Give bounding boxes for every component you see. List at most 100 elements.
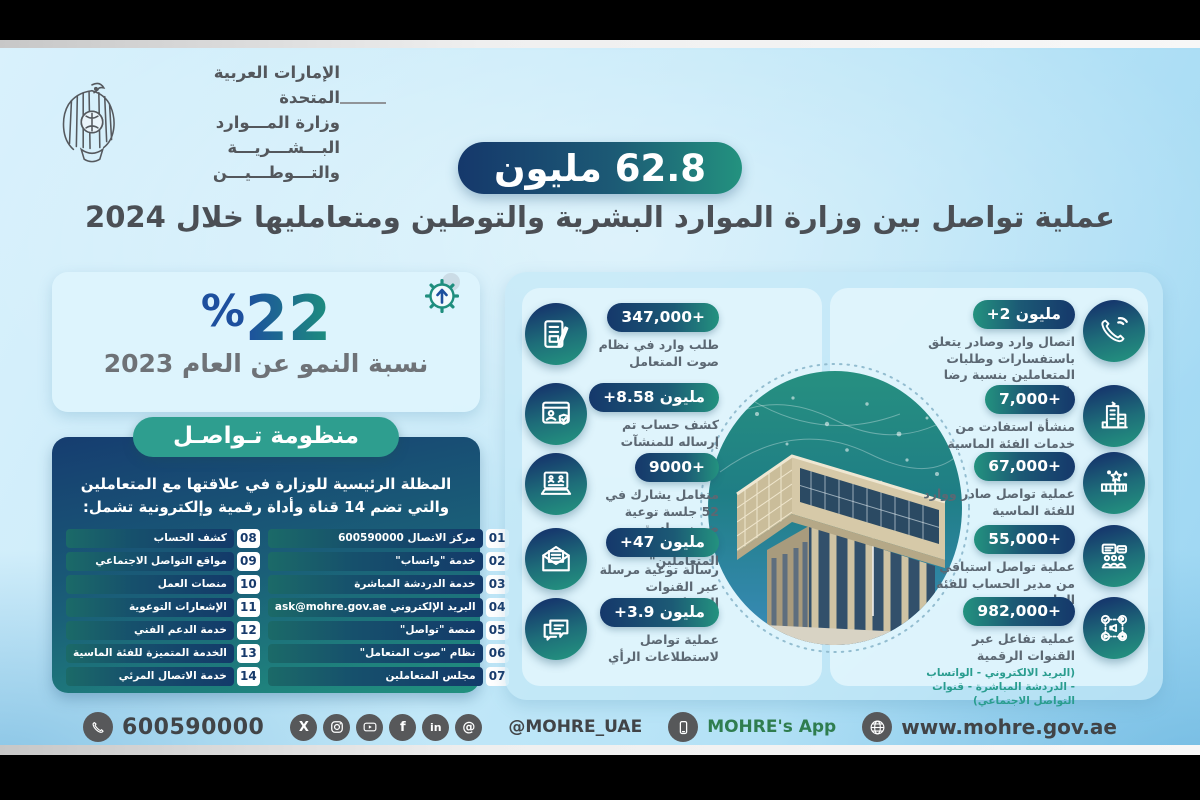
list-item: مواقع التواصل الاجتماعي 09: [66, 551, 260, 571]
growth-value: %22: [52, 282, 480, 355]
growth-number: 22: [244, 282, 332, 355]
list-item: منصات العمل 10: [66, 574, 260, 594]
list-item: خدمة الاتصال المرئي 14: [66, 666, 260, 686]
list-item: نظام "صوت المتعامل" 06: [267, 643, 509, 663]
uae-falcon-emblem: [62, 82, 115, 162]
stat-value: 55,000+: [974, 525, 1075, 554]
threads-icon: @: [455, 713, 483, 741]
stat-icon: [1083, 597, 1145, 659]
gear-up-arrow-icon: [425, 273, 460, 313]
list-item: خدمة "واتساب" 02: [267, 551, 509, 571]
phone-call-icon: [1101, 317, 1128, 343]
stat-value: +47 مليون: [605, 528, 719, 557]
stat-desc: عملية تواصل صادر ووارد للفئة الماسية: [923, 486, 1075, 518]
phone-icon: [83, 712, 114, 742]
stat-value: 347,000+: [607, 303, 719, 332]
list-item: مركز الاتصال 600590000 01: [267, 528, 509, 548]
stat-value: 67,000+: [974, 452, 1075, 481]
stat-account-statements: +8.58 مليون كشف حساب تم إرساله للمنشآت: [525, 383, 719, 450]
mobile-app-icon: [668, 712, 699, 742]
list-item: البريد الإلكتروني ask@mohre.gov.ae 04: [267, 597, 509, 617]
list-item: منصة "تواصل" 05: [267, 620, 509, 640]
frame-strip-top: [0, 40, 1200, 48]
digital-channels-icon: [1100, 614, 1128, 642]
stat-icon: [1083, 452, 1145, 514]
footer-website-url: www.mohre.gov.ae: [901, 715, 1117, 739]
stat-proactive-communications: 55,000+ عملية تواصل استباقي من مدير الحس…: [923, 525, 1145, 609]
channel-list: كشف الحساب 08 مواقع التواصل الاجتماعي 09 م…: [66, 528, 509, 686]
stat-desc: كشف حساب تم إرساله للمنشآت: [620, 417, 719, 449]
stat-desc: منشأة استفادت من خدمات الفئة الماسية: [947, 419, 1075, 451]
x-icon: X: [290, 713, 318, 741]
channel-column-left: كشف الحساب 08 مواقع التواصل الاجتماعي 09 م…: [66, 528, 260, 686]
ministry-name: الإمارات العربية المتحدة وزارة المـــوار…: [150, 60, 340, 185]
footer-phone-number: 600590000: [122, 714, 265, 740]
ministry-logo: الإمارات العربية المتحدة وزارة المـــوار…: [48, 60, 340, 185]
survey-chat-icon: [543, 619, 569, 641]
stat-voice-requests: 347,000+ طلب وارد في نظام صوت المتعامل: [525, 303, 719, 370]
stat-note: (البريد الالكتروني - الواتساب - الدردشة …: [926, 667, 1075, 708]
percent-sign: %: [200, 286, 245, 337]
stat-value: +3.9 مليون: [599, 598, 719, 627]
stat-icon: [525, 528, 587, 590]
facebook-icon: f: [389, 713, 417, 741]
footer-social-handle: @MOHRE_UAE: [508, 717, 643, 737]
stat-icon: [525, 598, 587, 660]
tawasul-intro: المظلة الرئيسية للوزارة في علاقتها مع ال…: [66, 473, 466, 520]
tawasul-intro-line2: والتي تضم 14 قناة وأداة رقمية وإلكترونية…: [82, 498, 450, 517]
tawasul-intro-line1: المظلة الرئيسية للوزارة في علاقتها مع ال…: [80, 475, 452, 493]
footer-bar: 600590000 X f in @ @MOHRE_UAE MOHRE's: [0, 706, 1200, 748]
list-item: خدمة الدردشة المباشرة 03: [267, 574, 509, 594]
account-manager-icon: [1101, 543, 1128, 569]
stat-value: +2 مليون: [972, 300, 1075, 329]
youtube-icon: [356, 713, 384, 741]
ministry-building-photo: [695, 362, 975, 654]
footer-app-label: MOHRE's App: [707, 717, 837, 737]
stat-icon: [1083, 385, 1145, 447]
logo-line-ministry: وزارة المـــوارد البـــشـــريـــة: [215, 113, 340, 157]
social-icons: X f in @: [290, 713, 483, 741]
awareness-message-icon: [542, 545, 570, 572]
logo-line-emiratisation: والتـــوطـــيـــن: [212, 163, 340, 182]
stat-diamond-communications: 67,000+ عملية تواصل صادر ووارد للفئة الم…: [923, 452, 1145, 519]
stats-panel: 347,000+ طلب وارد في نظام صوت المتعامل +…: [505, 272, 1163, 707]
stat-value: +8.58 مليون: [589, 383, 719, 412]
logo-rule: [340, 102, 386, 104]
stat-digital-interactions: 982,000+ عملية تفاعل عبر القنوات الرقمية…: [923, 597, 1145, 709]
stat-value: 982,000+: [963, 597, 1075, 626]
growth-card: %22 نسبة النمو عن العام 2023: [52, 272, 480, 412]
stat-icon: [1083, 300, 1145, 362]
headline-badge: 62.8 مليون: [457, 142, 743, 194]
stat-desc: عملية تفاعل عبر القنوات الرقمية: [972, 631, 1075, 663]
headline-value: 62.8 مليون: [493, 146, 707, 190]
stat-desc: طلب وارد في نظام صوت المتعامل: [598, 337, 719, 369]
list-item: مجلس المتعاملين 07: [267, 666, 509, 686]
stat-phone-calls: +2 مليون اتصال وارد وصادر يتعلق باستفسار…: [923, 300, 1145, 400]
logo-line-country: الإمارات العربية المتحدة: [213, 63, 340, 107]
stat-value: 7,000+: [984, 385, 1075, 414]
account-statement-icon: [542, 401, 570, 425]
infographic-body: الإمارات العربية المتحدة وزارة المـــوار…: [0, 48, 1200, 745]
voice-request-form-icon: [544, 320, 569, 348]
frame-strip-bottom: [0, 745, 1200, 755]
list-item: الإشعارات التوعوية 11: [66, 597, 260, 617]
globe-icon: [862, 712, 893, 742]
stat-desc: عملية تواصل لاستطلاعات الرأي: [607, 632, 719, 664]
awareness-session-icon: [540, 471, 572, 495]
stat-icon: [525, 383, 587, 445]
stat-icon: [1083, 525, 1145, 587]
stat-desc: عملية تواصل استباقي من مدير الحساب للفئة…: [936, 559, 1075, 607]
stat-icon: [525, 453, 587, 515]
list-item: خدمة الدعم الفني 12: [66, 620, 260, 640]
instagram-icon: [323, 713, 351, 741]
tawasul-badge: منظومة تـواصـل: [132, 417, 400, 457]
footer-website: www.mohre.gov.ae: [862, 712, 1117, 742]
tawasul-panel: المظلة الرئيسية للوزارة في علاقتها مع ال…: [52, 437, 509, 693]
list-item: الخدمة المتميزة للفئة الماسية 13: [66, 643, 260, 663]
establishment-building-icon: [1101, 401, 1128, 429]
linkedin-icon: in: [422, 713, 450, 741]
growth-label: نسبة النمو عن العام 2023: [103, 349, 429, 378]
channel-column-right: مركز الاتصال 600590000 01 خدمة "واتساب" 02…: [267, 528, 509, 686]
footer-phone: 600590000: [83, 712, 264, 742]
